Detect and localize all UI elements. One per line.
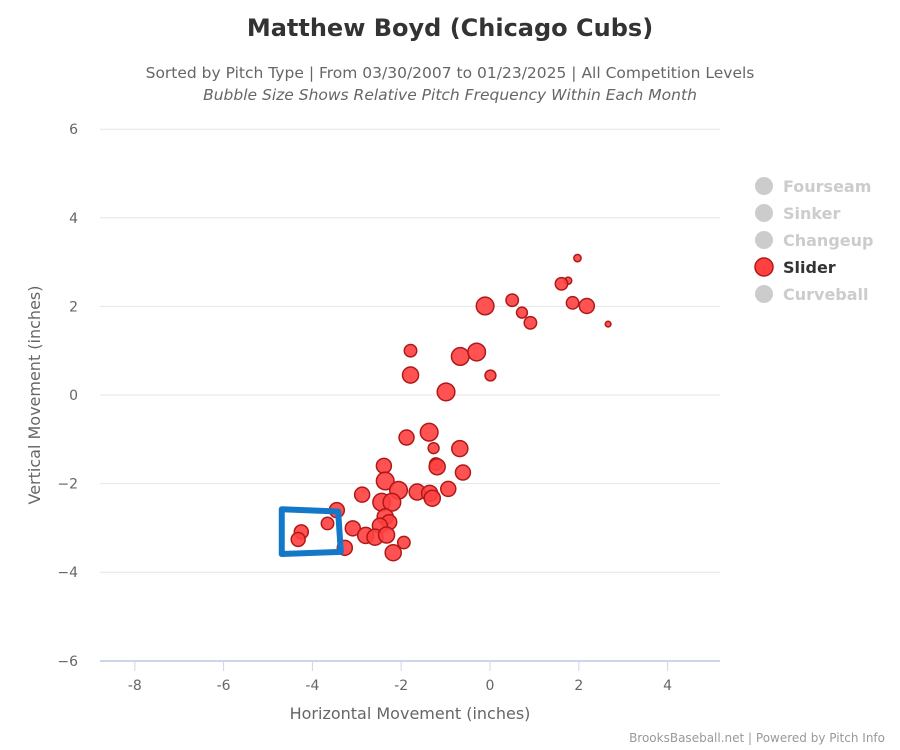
y-tick-label: −2 [57,477,78,493]
data-point-slider [375,457,393,475]
data-point-slider [484,369,497,382]
y-tick-label: 0 [69,388,78,404]
legend-marker-icon [755,285,773,303]
legend-item-curveball[interactable]: Curveball [755,285,869,304]
data-point-slider [450,346,470,367]
data-point-slider [290,531,306,548]
data-point-slider [578,297,596,315]
data-point-slider [554,276,569,291]
data-point-slider [515,306,529,319]
x-axis-label: Horizontal Movement (inches) [290,704,531,723]
chart-subtitle: Sorted by Pitch Type | From 03/30/2007 t… [146,64,755,82]
legend-item-slider[interactable]: Slider [754,257,836,277]
legend-item-sinker[interactable]: Sinker [755,204,840,223]
x-tick-label: -8 [128,678,142,694]
data-point-slider [382,492,402,512]
data-point-slider [403,343,418,358]
y-tick-label: −4 [57,565,78,581]
legend-label: Changeup [783,231,873,250]
y-tick-label: 2 [69,299,78,315]
data-point-slider [475,296,495,316]
credit-text: BrooksBaseball.net | Powered by Pitch In… [629,731,885,745]
data-point-slider [428,457,446,476]
x-tick-label: -4 [305,678,319,694]
data-point-slider [396,535,411,550]
legend-label: Curveball [783,285,869,304]
legend-label: Fourseam [783,177,871,196]
annotation-box [278,506,344,558]
legend-marker-icon [755,204,773,222]
data-point-slider [401,366,420,384]
data-point-slider [451,439,469,458]
x-tick-label: -2 [394,678,408,694]
legend-item-changeup[interactable]: Changeup [755,231,873,250]
y-tick-label: 4 [69,211,78,227]
data-point-slider [573,253,582,263]
legend-marker-icon [754,257,774,277]
data-point-slider [423,489,442,507]
legend-label: Slider [783,258,836,277]
data-point-slider [353,486,371,503]
data-point-slider [523,315,538,330]
chart-subtitle-2: Bubble Size Shows Relative Pitch Frequen… [203,86,697,104]
data-point-slider [419,422,439,442]
data-point-slider [320,516,335,531]
x-tick-label: 4 [663,678,672,694]
legend-marker-icon [755,177,773,195]
data-point-slider [375,471,395,491]
chart-title: Matthew Boyd (Chicago Cubs) [247,14,653,42]
data-point-slider [505,293,520,308]
legend-label: Sinker [783,204,840,223]
x-tick-label: -6 [217,678,231,694]
y-axis-label: Vertical Movement (inches) [25,286,44,505]
legend-marker-icon [755,231,773,249]
data-point-slider [344,520,362,537]
legend-item-fourseam[interactable]: Fourseam [755,177,871,196]
data-point-slider [427,441,440,455]
data-point-slider [436,382,456,402]
data-point-slider [384,543,402,562]
data-point-slider [604,320,612,328]
x-tick-label: 2 [574,678,583,694]
y-tick-label: 6 [69,122,78,138]
x-tick-label: 0 [486,678,495,694]
data-point-slider [398,429,415,446]
data-point-slider [467,342,487,362]
data-point-slider [565,295,580,310]
data-point-slider [454,464,472,481]
data-point-slider [440,480,457,498]
data-point-slider [377,526,396,544]
y-tick-label: −6 [57,654,78,670]
